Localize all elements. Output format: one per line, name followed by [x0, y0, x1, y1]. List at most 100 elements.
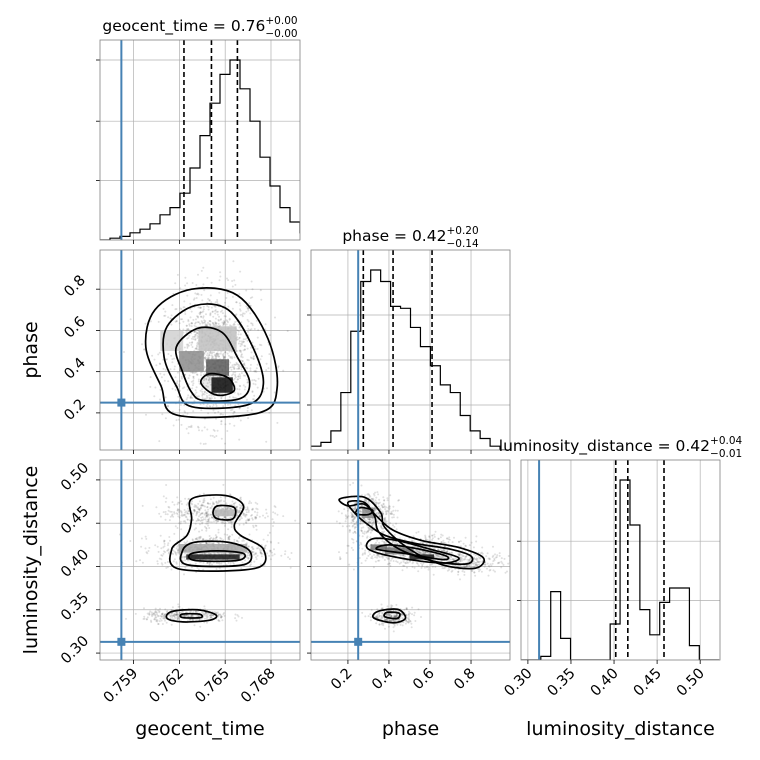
scatter-point: [254, 510, 256, 513]
scatter-point: [205, 511, 208, 514]
scatter-point: [458, 554, 461, 557]
scatter-point: [178, 501, 181, 504]
scatter-point: [196, 519, 199, 522]
scatter-point: [236, 388, 239, 390]
scatter-point: [368, 550, 370, 553]
scatter-point: [367, 518, 370, 521]
scatter-point: [377, 502, 380, 505]
scatter-point: [246, 325, 249, 328]
panel-frame: [99, 39, 301, 241]
scatter-point: [208, 299, 211, 302]
scatter-point: [174, 320, 177, 323]
scatter-point: [438, 555, 441, 558]
scatter-point: [401, 624, 404, 627]
scatter-point: [237, 323, 240, 326]
scatter-point: [184, 276, 187, 279]
scatter-point: [376, 553, 379, 556]
x-tick-label: 0.2: [328, 666, 356, 694]
scatter-point: [268, 531, 271, 534]
scatter-point: [348, 563, 351, 566]
scatter-point: [175, 561, 178, 564]
scatter-point: [475, 563, 478, 566]
scatter-point: [215, 417, 217, 420]
scatter-point: [212, 375, 215, 378]
scatter-point: [209, 561, 212, 564]
scatter-point: [199, 625, 202, 628]
scatter-point: [235, 619, 238, 622]
scatter-point: [419, 541, 422, 544]
scatter-point: [190, 322, 193, 325]
scatter-point: [208, 562, 211, 565]
scatter-point: [216, 355, 219, 358]
scatter-point: [368, 518, 371, 521]
scatter-point: [224, 522, 226, 525]
scatter-point: [167, 549, 170, 552]
scatter-point: [364, 559, 367, 562]
scatter-point: [177, 617, 179, 620]
scatter-point: [269, 558, 272, 561]
scatter-point: [187, 377, 190, 380]
scatter-point: [233, 367, 236, 370]
scatter-point: [352, 517, 355, 520]
scatter-point: [169, 539, 171, 542]
scatter-point: [236, 378, 239, 381]
scatter-point: [205, 324, 208, 327]
scatter-point: [162, 552, 165, 555]
scatter-point: [383, 519, 386, 522]
scatter-point: [215, 501, 218, 504]
scatter-point: [173, 512, 176, 515]
x-axis-label-luminosity_distance: luminosity_distance: [526, 718, 715, 740]
scatter-point: [183, 300, 186, 303]
scatter-point: [187, 343, 190, 346]
scatter-point: [214, 354, 217, 357]
scatter-point: [198, 489, 200, 491]
scatter-point: [413, 614, 416, 617]
scatter-point: [205, 520, 208, 523]
scatter-point: [239, 304, 242, 307]
scatter-point: [402, 554, 405, 557]
scatter-point: [233, 396, 236, 399]
scatter-point: [473, 565, 476, 568]
scatter-point: [214, 309, 217, 311]
scatter-point: [192, 611, 195, 613]
scatter-point: [222, 322, 225, 325]
scatter-point: [364, 544, 366, 547]
scatter-point: [393, 623, 396, 626]
scatter-point: [238, 503, 241, 506]
scatter-point: [376, 613, 379, 616]
scatter-point: [498, 552, 501, 555]
scatter-point: [166, 358, 168, 361]
scatter-point: [201, 393, 204, 396]
scatter-point: [185, 503, 188, 506]
scatter-point: [412, 540, 415, 543]
scatter-point: [157, 550, 160, 553]
scatter-point: [361, 611, 364, 614]
scatter-point: [171, 387, 174, 390]
scatter-point: [141, 504, 144, 507]
scatter-point: [191, 503, 194, 506]
scatter-point: [209, 313, 212, 316]
scatter-point: [486, 552, 489, 555]
scatter-point: [205, 392, 208, 395]
scatter-point: [222, 507, 225, 510]
scatter-point: [191, 387, 194, 390]
scatter-point: [135, 560, 138, 563]
scatter-point: [188, 334, 191, 337]
scatter-point: [400, 613, 403, 616]
scatter-point: [163, 615, 166, 618]
scatter-point: [201, 538, 204, 541]
scatter-point: [375, 501, 378, 504]
scatter-point: [257, 329, 260, 332]
scatter-point: [178, 328, 181, 331]
scatter-point: [396, 543, 398, 545]
scatter-point: [228, 318, 231, 321]
scatter-point: [407, 619, 410, 621]
scatter-point: [458, 553, 461, 555]
scatter-point: [145, 618, 148, 621]
scatter-point: [245, 511, 248, 514]
scatter-point: [407, 621, 410, 624]
scatter-point: [172, 424, 175, 427]
scatter-point: [186, 329, 189, 332]
scatter-point: [156, 619, 159, 622]
scatter-point: [239, 345, 242, 348]
